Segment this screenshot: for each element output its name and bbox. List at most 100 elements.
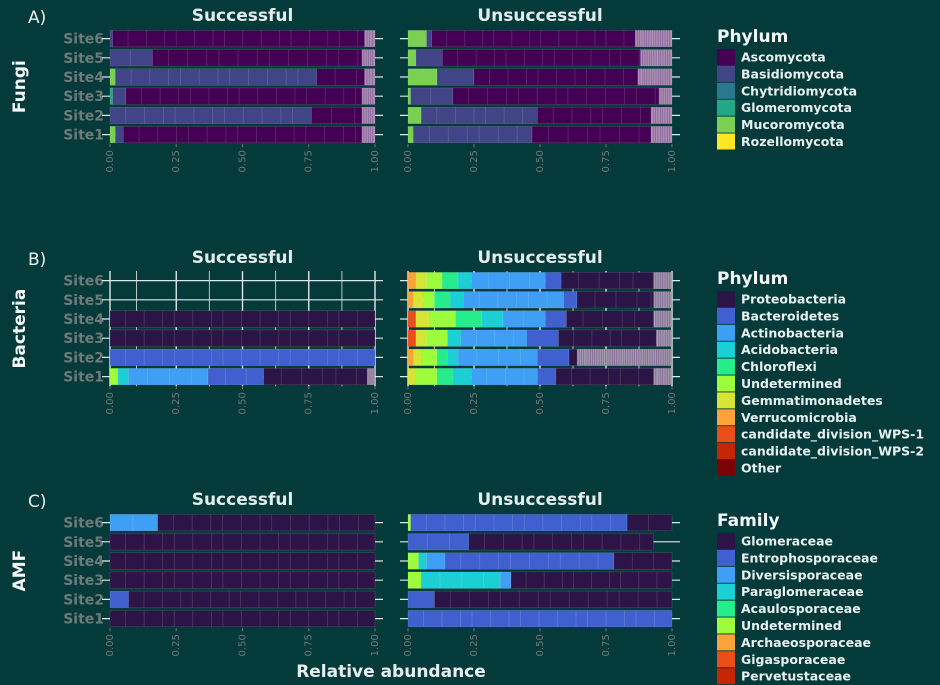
site-label: Site6 bbox=[63, 516, 104, 532]
legend-item: Mucoromycota bbox=[741, 117, 845, 132]
bar-segment bbox=[468, 533, 654, 551]
legend-swatch bbox=[717, 617, 735, 634]
legend-swatch bbox=[717, 460, 735, 476]
legend-item: Ascomycota bbox=[741, 50, 826, 65]
bar-segment bbox=[109, 571, 376, 589]
bar-segment bbox=[407, 610, 673, 628]
bar-segment bbox=[545, 272, 562, 290]
bar-segment bbox=[407, 329, 417, 347]
legend-swatch bbox=[717, 341, 735, 358]
panel-label: A) bbox=[28, 8, 46, 28]
facet-title: Unsuccessful bbox=[477, 248, 602, 268]
bar-segment bbox=[109, 590, 129, 608]
bar-segment bbox=[407, 68, 438, 86]
x-tick-label: 0.00 bbox=[105, 392, 116, 414]
legend-item: Entrophosporaceae bbox=[741, 550, 878, 565]
bar-segment bbox=[413, 126, 533, 144]
x-axis-label: Relative abundance bbox=[296, 662, 486, 682]
bar-segment bbox=[471, 368, 538, 386]
x-tick-label: 1.00 bbox=[667, 634, 678, 656]
site-label: Site2 bbox=[63, 108, 104, 124]
legend-item: Actinobacteria bbox=[741, 325, 844, 340]
legend-item: candidate_division_WPS-2 bbox=[741, 444, 924, 460]
bar-segment bbox=[537, 348, 570, 366]
plot-area bbox=[110, 29, 375, 145]
facet-successful: Successful 0.00 0.25 0.50 0.75 1.00 bbox=[102, 6, 383, 172]
site-label: Site5 bbox=[63, 535, 104, 551]
rare-tail bbox=[656, 329, 672, 347]
bar-segment bbox=[457, 272, 472, 290]
bar-segment bbox=[558, 329, 673, 347]
bar-segment bbox=[434, 590, 673, 608]
legend-item: Undetermined bbox=[741, 618, 842, 633]
rare-tail bbox=[637, 68, 672, 86]
site-label: Site2 bbox=[63, 350, 104, 366]
bar-segment bbox=[109, 106, 312, 124]
bar-segment bbox=[421, 106, 538, 124]
bar-segment bbox=[407, 126, 414, 144]
bar-segment bbox=[436, 68, 475, 86]
legend-swatch bbox=[717, 600, 735, 617]
legend-swatch bbox=[717, 324, 735, 341]
bar-segment bbox=[510, 571, 673, 589]
site-label: Site2 bbox=[63, 592, 104, 608]
plot-area bbox=[408, 513, 672, 629]
bar-segment bbox=[455, 310, 483, 328]
row-label: Bacteria bbox=[10, 289, 30, 369]
bar-segment bbox=[207, 368, 264, 386]
x-tick-label: 1.00 bbox=[370, 634, 381, 656]
site-label: Site3 bbox=[63, 89, 104, 105]
x-tick-label: 1.00 bbox=[667, 392, 678, 414]
site-label: Site4 bbox=[63, 312, 104, 328]
facet-unsuccessful: Unsuccessful 0.00 0.25 0.50 0.75 1.00 bbox=[400, 248, 680, 414]
x-tick-label: 0.25 bbox=[469, 150, 480, 172]
legend-swatch bbox=[717, 566, 735, 583]
facet-title: Unsuccessful bbox=[477, 6, 602, 26]
legend-item: Acidobacteria bbox=[741, 342, 838, 357]
bar-segment bbox=[407, 272, 417, 290]
x-tick-label: 0.25 bbox=[171, 392, 182, 414]
legend-item: Proteobacteria bbox=[741, 292, 846, 307]
site-label: Site3 bbox=[63, 331, 104, 347]
x-tick-label: 0.50 bbox=[535, 150, 546, 172]
bar-segment bbox=[426, 272, 443, 290]
legend-item: Gigasporaceae bbox=[741, 652, 845, 667]
legend-swatch bbox=[717, 392, 735, 409]
bar-segment bbox=[109, 368, 119, 386]
bar-segment bbox=[407, 87, 411, 105]
x-tick-label: 0.00 bbox=[403, 392, 414, 414]
site-label: Site3 bbox=[63, 573, 104, 589]
bar-segment bbox=[263, 368, 376, 386]
x-tick-label: 0.50 bbox=[535, 634, 546, 656]
x-tick-label: 0.25 bbox=[469, 634, 480, 656]
legend-item: Bacteroidetes bbox=[741, 308, 839, 323]
x-tick-label: 0.25 bbox=[469, 392, 480, 414]
bar-segment bbox=[128, 590, 376, 608]
bar-segment bbox=[109, 610, 376, 628]
legend-item: Acaulosporaceae bbox=[741, 601, 861, 616]
facet-title: Successful bbox=[192, 248, 294, 268]
x-tick-label: 0.00 bbox=[105, 634, 116, 656]
bar-segment bbox=[442, 272, 459, 290]
bar-segment bbox=[447, 348, 459, 366]
x-tick-label: 1.00 bbox=[667, 150, 678, 172]
legend-item: Verrucomicrobia bbox=[741, 410, 857, 425]
legend-swatch bbox=[717, 426, 735, 443]
bar-segment bbox=[407, 30, 427, 48]
legend-swatch bbox=[717, 409, 735, 426]
x-tick-label: 0.50 bbox=[238, 392, 249, 414]
site-label: Site1 bbox=[63, 612, 104, 628]
rare-tail bbox=[576, 349, 672, 366]
bar-segment bbox=[407, 590, 435, 608]
legend-item: Basidiomycota bbox=[741, 66, 844, 81]
bar-segment bbox=[447, 329, 462, 347]
bar-segment bbox=[109, 514, 158, 532]
legend-item: Rozellomycota bbox=[741, 134, 844, 149]
legend-swatch bbox=[717, 375, 735, 392]
row-label: AMF bbox=[10, 550, 30, 592]
x-tick-label: 0.75 bbox=[304, 634, 315, 656]
bar-segment bbox=[421, 571, 501, 589]
bar-segment bbox=[421, 348, 438, 366]
